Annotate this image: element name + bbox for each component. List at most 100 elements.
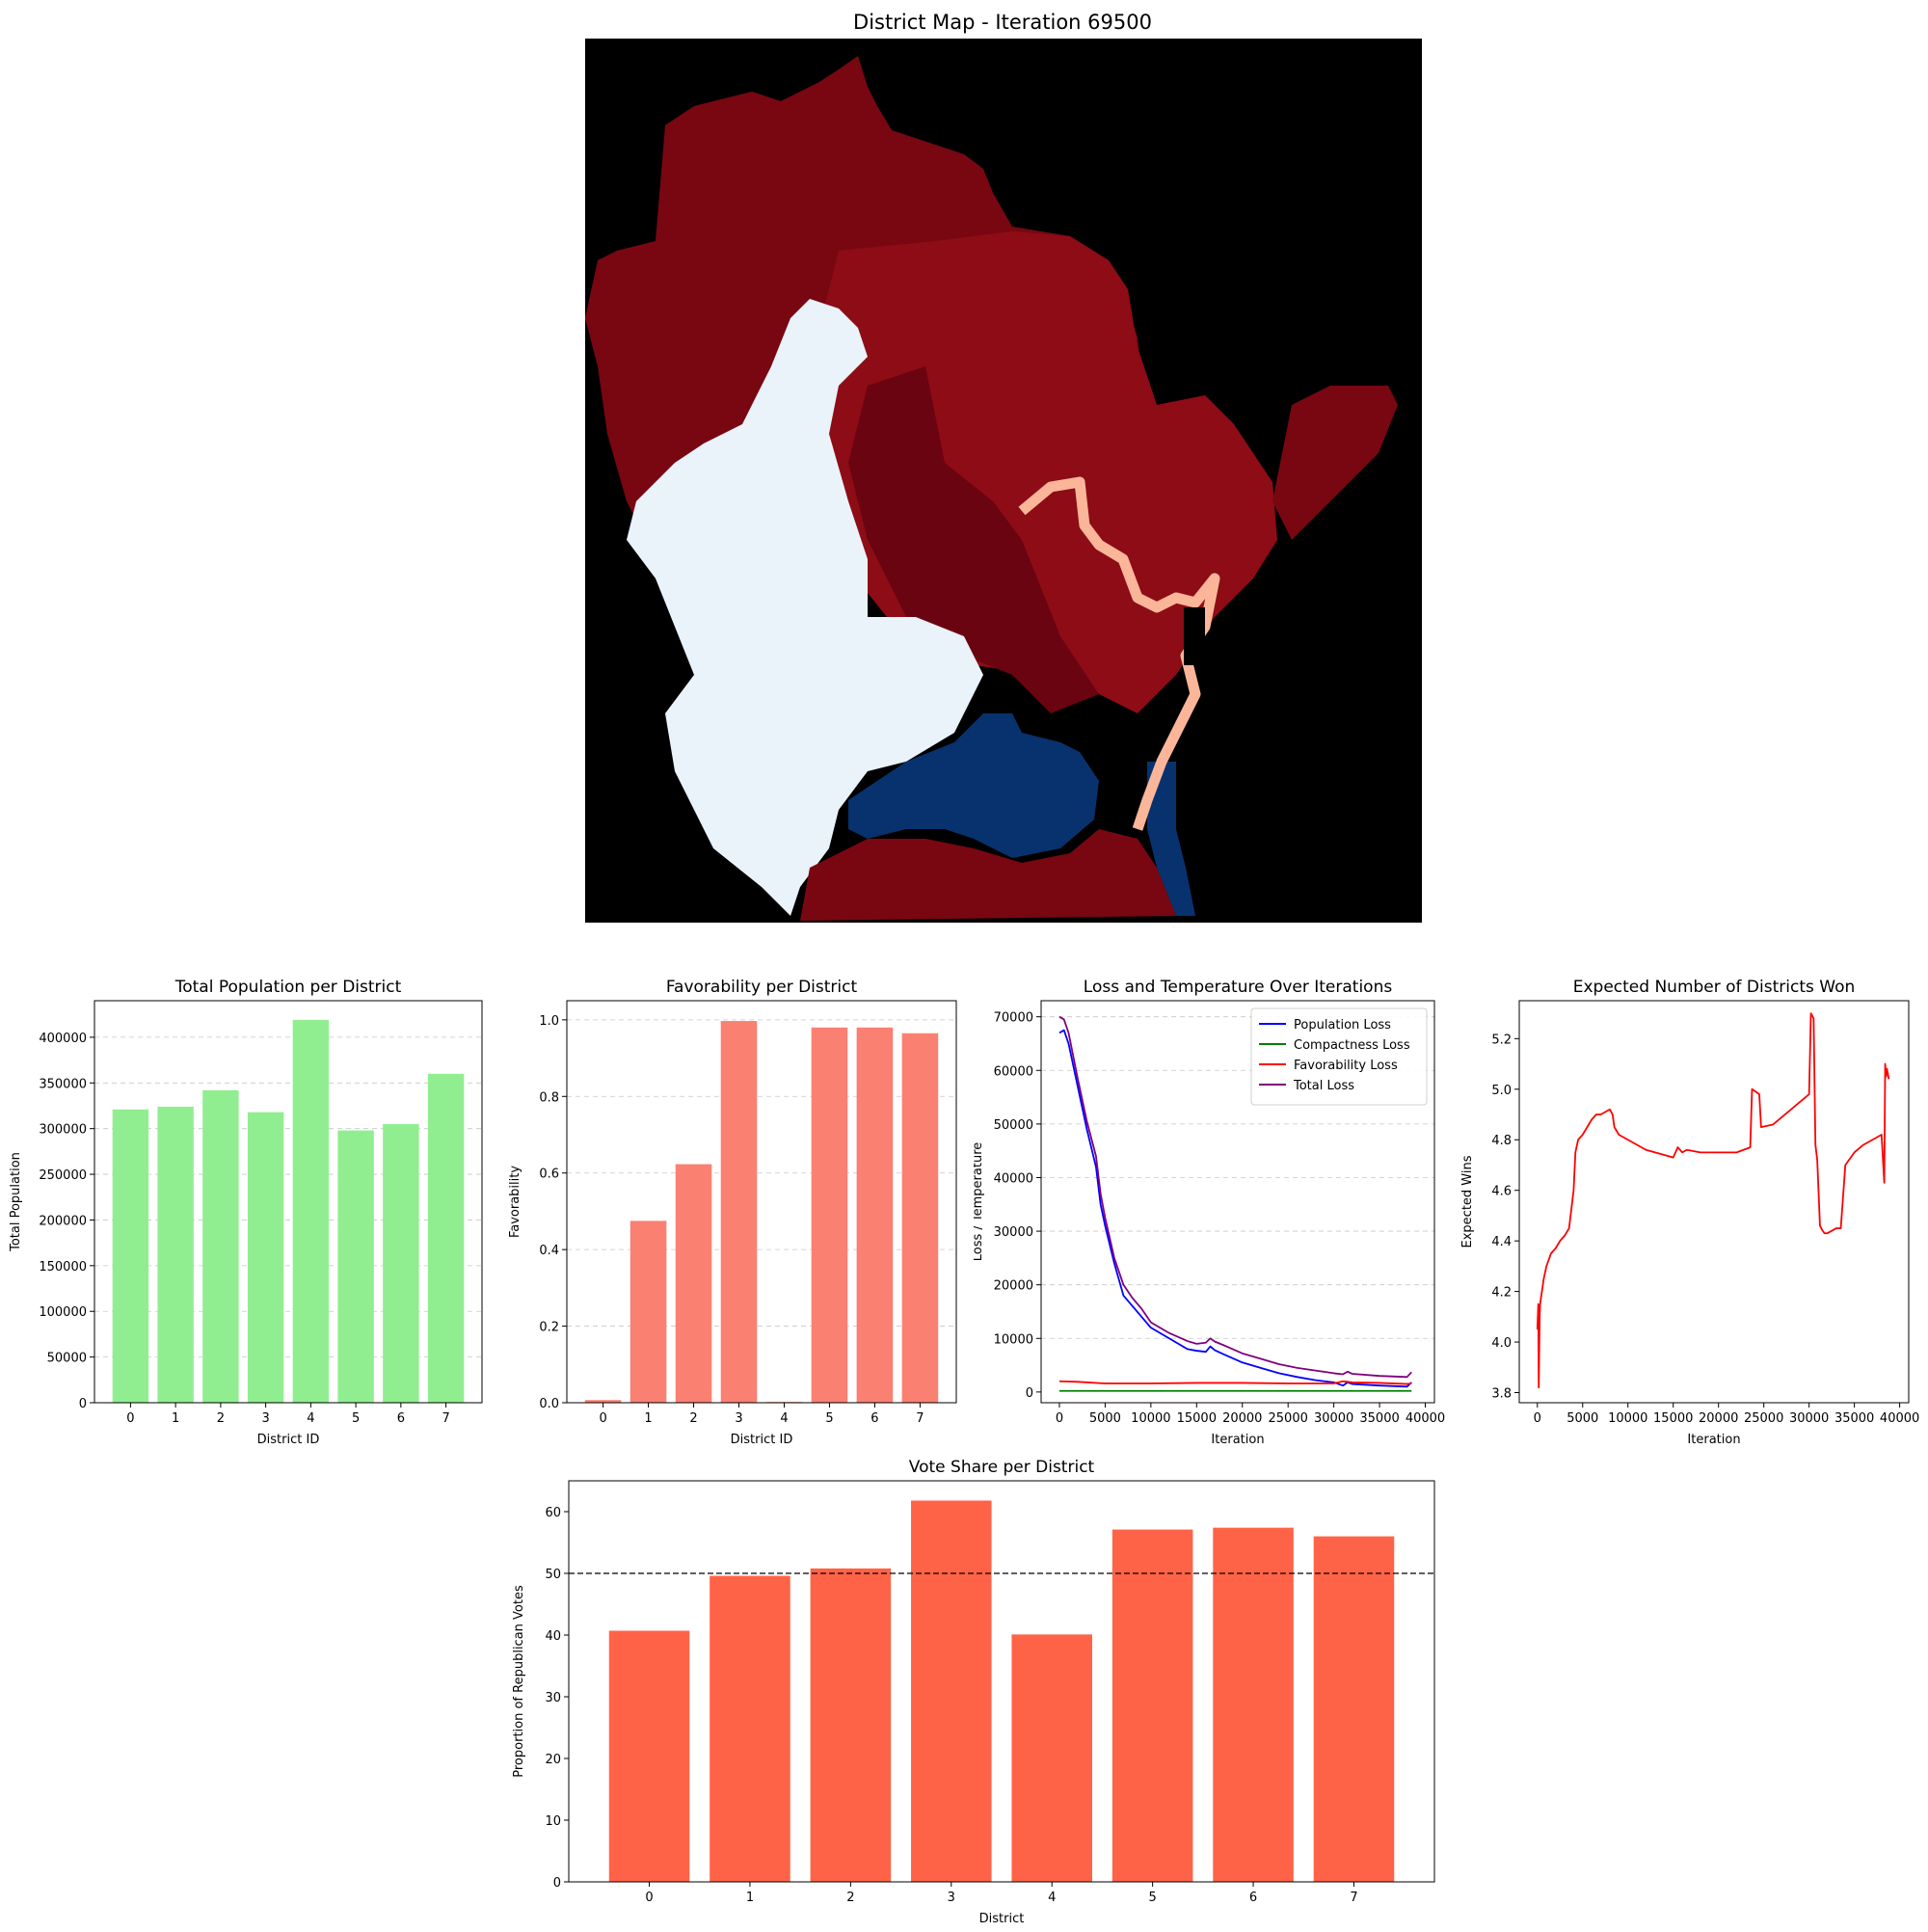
loss-legend (1250, 1007, 1428, 1106)
loss-y-tick-label: 60000 (994, 1064, 1033, 1079)
vote_share-x-tick-label: 0 (645, 1891, 653, 1905)
vote_share-y-tick-label: 10 (545, 1814, 561, 1829)
vote_share-y-tick-label: 60 (545, 1506, 561, 1520)
favorability-bar-0 (584, 1400, 622, 1403)
loss-legend-label: Compactness Loss (1294, 1038, 1410, 1053)
expected_wins-line-series (1536, 1012, 1890, 1389)
expected_wins-y-tick-label: 5.0 (1491, 1084, 1512, 1098)
population-y-tick-label: 350000 (39, 1077, 87, 1091)
population-y-tick-label: 300000 (39, 1123, 87, 1138)
population-chart-svg: 0 1 2 3 4 5 6 7 0 50000 100000 150000 200000 250000 30… (9, 978, 483, 1447)
loss-x-axis-label: Iteration (1211, 1433, 1264, 1447)
vote_share-bar-0 (608, 1630, 690, 1882)
expected_wins-y-tick-label: 4.8 (1491, 1134, 1512, 1148)
vote_share-bar-4 (1011, 1634, 1092, 1882)
expected_wins-x-tick-label: 5000 (1566, 1411, 1598, 1426)
loss-y-tick-label: 20000 (994, 1279, 1033, 1294)
region-south-east-navy (1147, 762, 1195, 916)
population-bar-2 (202, 1089, 239, 1403)
loss-x-tick-label: 35000 (1359, 1411, 1399, 1426)
population-x-tick-label: 4 (307, 1411, 314, 1426)
favorability-chart-svg: 0 1 2 3 4 5 6 7 0.0 0.2 0.4 0.6 0.8 1.0 Favorability p… (508, 978, 957, 1447)
vote_share-y-tick-label: 50 (545, 1568, 561, 1582)
expected_wins-x-tick-label: 0 (1534, 1411, 1541, 1426)
favorability-x-axis-label: District ID (731, 1433, 793, 1447)
population-y-tick-label: 400000 (39, 1032, 87, 1046)
loss-line-total-loss (1058, 1015, 1412, 1379)
favorability-title: Favorability per District (666, 978, 858, 997)
vote_share-bar-2 (810, 1568, 892, 1882)
expected_wins-x-tick-label: 35000 (1834, 1411, 1874, 1426)
population-x-tick-label: 3 (261, 1411, 269, 1426)
population-bar-7 (427, 1073, 465, 1403)
expected-wins-chart-svg: 0 5000 10000 15000 20000 25000 30000 35000 40000… (1460, 978, 1919, 1447)
region-east-salmon (1018, 476, 1220, 831)
favorability-x-tick-label: 1 (644, 1411, 652, 1426)
favorability-plot-frame (566, 1000, 957, 1404)
district-map: District Map - Iteration 69500 (585, 11, 1422, 923)
expected_wins-y-tick-label: 4.2 (1491, 1286, 1512, 1301)
expected_wins-x-tick-label: 30000 (1789, 1411, 1829, 1426)
favorability-x-tick-label: 2 (689, 1411, 697, 1426)
favorability-x-tick-label: 5 (825, 1411, 833, 1426)
population-plot-frame (94, 1000, 483, 1404)
loss-chart: 0 5000 10000 15000 20000 25000 30000 35000 40000… (971, 964, 1446, 1456)
population-y-axis-label: Total Population (9, 1152, 23, 1252)
loss-legend-label: Favorability Loss (1294, 1059, 1398, 1073)
loss-plot-frame (1040, 1000, 1435, 1404)
vote_share-bar-6 (1213, 1527, 1294, 1882)
vote_share-y-tick-label: 20 (545, 1753, 561, 1767)
vote_share-x-tick-label: 1 (746, 1891, 754, 1905)
loss-y-tick-label: 40000 (994, 1171, 1033, 1186)
favorability-y-tick-label: 0.2 (539, 1321, 559, 1335)
vote_share-x-tick-label: 5 (1148, 1891, 1156, 1905)
loss-y-tick-label: 30000 (994, 1225, 1033, 1240)
region-south-west-light (627, 299, 983, 916)
favorability-bar-7 (901, 1033, 939, 1403)
expected_wins-y-tick-label: 5.2 (1491, 1033, 1512, 1047)
loss-x-tick-label: 5000 (1089, 1411, 1121, 1426)
loss-x-tick-label: 0 (1056, 1411, 1063, 1426)
favorability-x-tick-label: 4 (780, 1411, 788, 1426)
vote_share-y-tick-label: 40 (545, 1629, 561, 1644)
favorability-x-tick-label: 3 (735, 1411, 742, 1426)
population-y-tick-label: 100000 (39, 1305, 87, 1320)
population-x-tick-label: 5 (352, 1411, 360, 1426)
population-bar-3 (247, 1112, 284, 1403)
region-peninsula (1272, 386, 1398, 540)
population-y-tick-label: 200000 (39, 1214, 87, 1228)
expected_wins-plot-frame (1518, 1000, 1910, 1404)
population-x-tick-label: 0 (126, 1411, 134, 1426)
favorability-x-tick-label: 7 (916, 1411, 924, 1426)
population-y-tick-label: 150000 (39, 1260, 87, 1275)
vote_share-x-tick-label: 7 (1350, 1891, 1357, 1905)
population-bar-4 (292, 1019, 330, 1403)
population-bar-1 (157, 1106, 194, 1403)
population-title: Total Population per District (174, 978, 402, 997)
vote_share-bar-5 (1111, 1529, 1193, 1882)
favorability-y-axis-label: Favorability (508, 1166, 522, 1238)
population-bar-5 (337, 1130, 374, 1403)
population-x-tick-label: 1 (172, 1411, 179, 1426)
vote_share-bar-1 (710, 1575, 790, 1882)
vote_share-x-axis-label: District (979, 1912, 1025, 1926)
vote_share-x-tick-label: 4 (1048, 1891, 1056, 1905)
expected_wins-x-axis-label: Iteration (1687, 1433, 1740, 1447)
expected_wins-title: Expected Number of Districts Won (1573, 978, 1856, 997)
favorability-y-tick-label: 0.8 (539, 1090, 559, 1105)
population-x-axis-label: District ID (257, 1433, 320, 1447)
expected_wins-y-tick-label: 4.6 (1491, 1185, 1512, 1199)
loss-y-tick-label: 70000 (994, 1011, 1033, 1026)
loss-line-favorability-loss (1058, 1380, 1412, 1385)
loss-x-tick-label: 15000 (1177, 1411, 1217, 1426)
population-x-tick-label: 6 (397, 1411, 405, 1426)
favorability-bar-5 (811, 1027, 848, 1403)
loss-y-axis-label: Loss / Temperature (974, 1142, 985, 1262)
loss-x-tick-label: 20000 (1222, 1411, 1262, 1426)
expected_wins-x-tick-label: 20000 (1699, 1411, 1738, 1426)
expected_wins-x-tick-label: 40000 (1880, 1411, 1919, 1426)
favorability-x-tick-label: 0 (599, 1411, 606, 1426)
loss-title: Loss and Temperature Over Iterations (1084, 978, 1393, 997)
loss-x-tick-label: 10000 (1131, 1411, 1170, 1426)
loss-y-tick-label: 10000 (994, 1332, 1033, 1347)
